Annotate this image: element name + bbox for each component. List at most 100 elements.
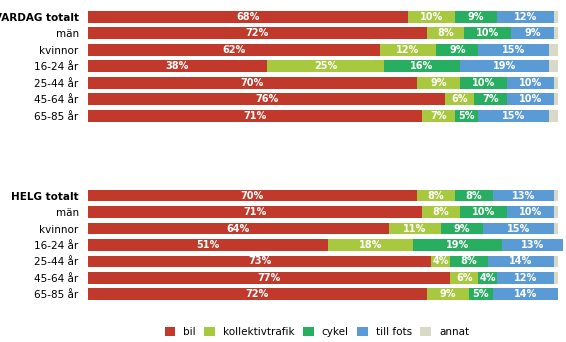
- Text: 77%: 77%: [258, 273, 281, 283]
- Text: 10%: 10%: [471, 78, 495, 88]
- Bar: [478, 44, 549, 56]
- Bar: [554, 272, 559, 284]
- Text: 15%: 15%: [507, 224, 530, 234]
- Bar: [88, 11, 408, 23]
- Bar: [469, 289, 492, 300]
- Bar: [507, 77, 554, 89]
- Text: 10%: 10%: [476, 28, 499, 38]
- Text: 13%: 13%: [521, 240, 544, 250]
- Bar: [380, 44, 436, 56]
- Bar: [88, 44, 380, 56]
- Bar: [554, 255, 559, 267]
- Bar: [88, 272, 450, 284]
- Bar: [460, 60, 549, 72]
- Bar: [88, 110, 422, 122]
- Bar: [549, 44, 559, 56]
- Bar: [88, 27, 427, 39]
- Text: 18%: 18%: [358, 240, 382, 250]
- Text: 25%: 25%: [314, 61, 337, 71]
- Bar: [88, 239, 328, 251]
- Bar: [554, 77, 559, 89]
- Bar: [417, 189, 455, 201]
- Text: 9%: 9%: [524, 28, 541, 38]
- Text: 8%: 8%: [432, 207, 449, 217]
- Text: 11%: 11%: [403, 224, 427, 234]
- Text: 10%: 10%: [518, 94, 542, 104]
- Text: 72%: 72%: [246, 289, 269, 300]
- Bar: [450, 255, 488, 267]
- Bar: [554, 189, 559, 201]
- Bar: [554, 11, 559, 23]
- Text: 9%: 9%: [454, 224, 470, 234]
- Text: 71%: 71%: [243, 111, 267, 121]
- Bar: [441, 223, 483, 235]
- Bar: [427, 289, 469, 300]
- Bar: [422, 206, 460, 218]
- Bar: [88, 223, 389, 235]
- Bar: [512, 27, 554, 39]
- Bar: [554, 206, 559, 218]
- Bar: [492, 189, 554, 201]
- Text: 13%: 13%: [512, 190, 535, 200]
- Text: 4%: 4%: [432, 256, 449, 266]
- Bar: [507, 206, 554, 218]
- Bar: [88, 60, 267, 72]
- Text: 19%: 19%: [445, 240, 469, 250]
- Bar: [436, 44, 478, 56]
- Bar: [267, 60, 384, 72]
- Text: 9%: 9%: [430, 78, 447, 88]
- Text: 7%: 7%: [430, 111, 447, 121]
- Text: 6%: 6%: [451, 94, 468, 104]
- Text: 73%: 73%: [248, 256, 271, 266]
- Bar: [478, 110, 549, 122]
- Text: 5%: 5%: [473, 289, 489, 300]
- Bar: [445, 93, 474, 105]
- Text: 9%: 9%: [449, 45, 465, 55]
- Bar: [88, 289, 427, 300]
- Text: 14%: 14%: [514, 289, 537, 300]
- Text: 15%: 15%: [502, 111, 525, 121]
- Bar: [88, 77, 417, 89]
- Text: 76%: 76%: [255, 94, 278, 104]
- Bar: [328, 239, 413, 251]
- Text: 15%: 15%: [502, 45, 525, 55]
- Bar: [554, 27, 559, 39]
- Bar: [474, 93, 507, 105]
- Text: 10%: 10%: [518, 207, 542, 217]
- Text: 8%: 8%: [465, 190, 482, 200]
- Bar: [488, 255, 554, 267]
- Text: 12%: 12%: [514, 12, 537, 22]
- Text: 12%: 12%: [396, 45, 419, 55]
- Text: 10%: 10%: [518, 78, 542, 88]
- Text: 62%: 62%: [222, 45, 245, 55]
- Bar: [502, 239, 563, 251]
- Bar: [408, 11, 455, 23]
- Text: 72%: 72%: [246, 28, 269, 38]
- Text: 10%: 10%: [471, 207, 495, 217]
- Bar: [460, 77, 507, 89]
- Text: 8%: 8%: [437, 28, 454, 38]
- Bar: [549, 110, 559, 122]
- Bar: [417, 77, 460, 89]
- Text: 10%: 10%: [420, 12, 443, 22]
- Text: 5%: 5%: [458, 111, 475, 121]
- Text: 8%: 8%: [428, 190, 444, 200]
- Text: 70%: 70%: [241, 190, 264, 200]
- Bar: [483, 223, 554, 235]
- Bar: [384, 60, 460, 72]
- Bar: [460, 206, 507, 218]
- Text: 7%: 7%: [482, 94, 499, 104]
- Bar: [431, 255, 450, 267]
- Bar: [492, 289, 559, 300]
- Bar: [422, 110, 455, 122]
- Bar: [478, 272, 498, 284]
- Text: 51%: 51%: [196, 240, 220, 250]
- Text: 8%: 8%: [461, 256, 477, 266]
- Bar: [507, 93, 554, 105]
- Text: 19%: 19%: [493, 61, 516, 71]
- Bar: [554, 223, 559, 235]
- Bar: [455, 189, 492, 201]
- Text: 4%: 4%: [479, 273, 496, 283]
- Bar: [549, 60, 559, 72]
- Bar: [413, 239, 502, 251]
